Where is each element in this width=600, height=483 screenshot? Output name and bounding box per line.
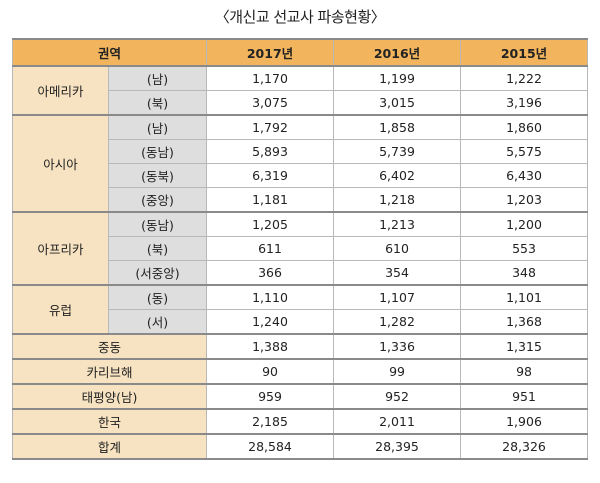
region-cell: 아프리카 (12, 211, 109, 286)
value-cell: 1,368 (460, 309, 589, 335)
region-cell: 아시아 (12, 114, 109, 213)
region-cell: 카리브해 (11, 358, 208, 385)
value-cell: 1,205 (206, 211, 335, 237)
value-cell: 1,110 (206, 284, 335, 310)
value-cell: 99 (333, 358, 462, 385)
value-cell: 2,011 (333, 408, 462, 435)
subregion-cell: (동) (107, 284, 208, 310)
value-cell: 610 (333, 236, 462, 261)
table-row: (동북) 6,319 6,402 6,430 (13, 163, 589, 188)
table-row: (북) 3,075 3,015 3,196 (13, 90, 589, 116)
region-cell: 중동 (11, 333, 208, 360)
value-cell: 1,218 (333, 187, 462, 213)
value-cell: 1,181 (206, 187, 335, 213)
subregion-cell: (서중앙) (107, 260, 208, 286)
header-2015: 2015년 (460, 38, 589, 67)
table-body: 아메리카 (남) 1,170 1,199 1,222 (북) 3,075 3,015 3,196… (11, 65, 589, 460)
value-cell: 1,315 (460, 333, 589, 360)
value-cell: 6,319 (206, 163, 335, 188)
value-cell: 3,075 (206, 90, 335, 116)
value-cell: 1,240 (206, 309, 335, 335)
value-cell: 1,282 (333, 309, 462, 335)
region-cell: 합계 (11, 433, 208, 460)
value-cell: 6,402 (333, 163, 462, 188)
table-row: 태평양(남) 959 952 951 (11, 383, 589, 410)
value-cell: 1,222 (460, 65, 589, 91)
value-cell: 1,792 (206, 114, 335, 140)
table-title: 〈개신교 선교사 파송현황〉 (214, 8, 386, 26)
table-row: (서중앙) 366 354 348 (13, 260, 589, 286)
header-2016: 2016년 (333, 38, 462, 67)
value-cell: 354 (333, 260, 462, 286)
value-cell: 28,326 (460, 433, 589, 460)
table-row: 중동 1,388 1,336 1,315 (11, 333, 589, 360)
region-cell: 한국 (11, 408, 208, 435)
subregion-cell: (동남) (107, 139, 208, 164)
subregion-cell: (동남) (107, 211, 208, 237)
value-cell: 98 (460, 358, 589, 385)
subregion-cell: (동북) (107, 163, 208, 188)
table-row: 합계 28,584 28,395 28,326 (11, 433, 589, 460)
value-cell: 28,395 (333, 433, 462, 460)
value-cell: 1,203 (460, 187, 589, 213)
table-row: (중앙) 1,181 1,218 1,203 (13, 187, 589, 213)
region-cell: 유럽 (12, 284, 109, 335)
header-row: 권역 2017년 2016년 2015년 (11, 38, 589, 67)
value-cell: 1,101 (460, 284, 589, 310)
subregion-cell: (북) (107, 90, 208, 116)
value-cell: 6,430 (460, 163, 589, 188)
value-cell: 348 (460, 260, 589, 286)
value-cell: 1,107 (333, 284, 462, 310)
region-cell: 아메리카 (12, 65, 109, 116)
table-row: 아메리카 (남) 1,170 1,199 1,222 (12, 65, 589, 116)
table-row: 아프리카 (동남) 1,205 1,213 1,200 (12, 211, 589, 286)
value-cell: 366 (206, 260, 335, 286)
value-cell: 1,170 (206, 65, 335, 91)
value-cell: 1,860 (460, 114, 589, 140)
value-cell: 3,015 (333, 90, 462, 116)
subregion-cell: (남) (107, 114, 208, 140)
region-cell: 태평양(남) (11, 383, 208, 410)
header-2017: 2017년 (206, 38, 335, 67)
value-cell: 959 (206, 383, 335, 410)
value-cell: 1,199 (333, 65, 462, 91)
value-cell: 5,739 (333, 139, 462, 164)
value-cell: 1,200 (460, 211, 589, 237)
table-row: 아시아 (남) 1,792 1,858 1,860 (12, 114, 589, 213)
table-row: 카리브해 90 99 98 (11, 358, 589, 385)
value-cell: 5,575 (460, 139, 589, 164)
value-cell: 5,893 (206, 139, 335, 164)
value-cell: 2,185 (206, 408, 335, 435)
value-cell: 28,584 (206, 433, 335, 460)
table-row: 한국 2,185 2,011 1,906 (11, 408, 589, 435)
table-row: (동남) 5,893 5,739 5,575 (13, 139, 589, 164)
subregion-cell: (북) (107, 236, 208, 261)
value-cell: 3,196 (460, 90, 589, 116)
missionary-table: 권역 2017년 2016년 2015년 아메리카 (남) 1,170 1,199 1,… (11, 38, 589, 460)
value-cell: 1,906 (460, 408, 589, 435)
subregion-cell: (남) (107, 65, 208, 91)
value-cell: 1,858 (333, 114, 462, 140)
subregion-cell: (서) (107, 309, 208, 335)
value-cell: 1,213 (333, 211, 462, 237)
value-cell: 1,388 (206, 333, 335, 360)
value-cell: 90 (206, 358, 335, 385)
value-cell: 952 (333, 383, 462, 410)
value-cell: 1,336 (333, 333, 462, 360)
table-row: 유럽 (동) 1,110 1,107 1,101 (12, 284, 589, 335)
subregion-cell: (중앙) (107, 187, 208, 213)
value-cell: 611 (206, 236, 335, 261)
table-row: (북) 611 610 553 (13, 236, 589, 261)
header-region: 권역 (11, 38, 208, 67)
value-cell: 553 (460, 236, 589, 261)
value-cell: 951 (460, 383, 589, 410)
